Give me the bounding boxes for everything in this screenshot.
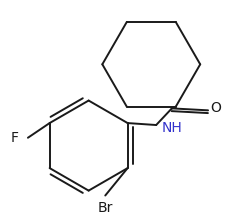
- Text: NH: NH: [162, 121, 183, 135]
- Text: Br: Br: [98, 201, 113, 215]
- Text: F: F: [10, 131, 18, 145]
- Text: O: O: [210, 101, 221, 115]
